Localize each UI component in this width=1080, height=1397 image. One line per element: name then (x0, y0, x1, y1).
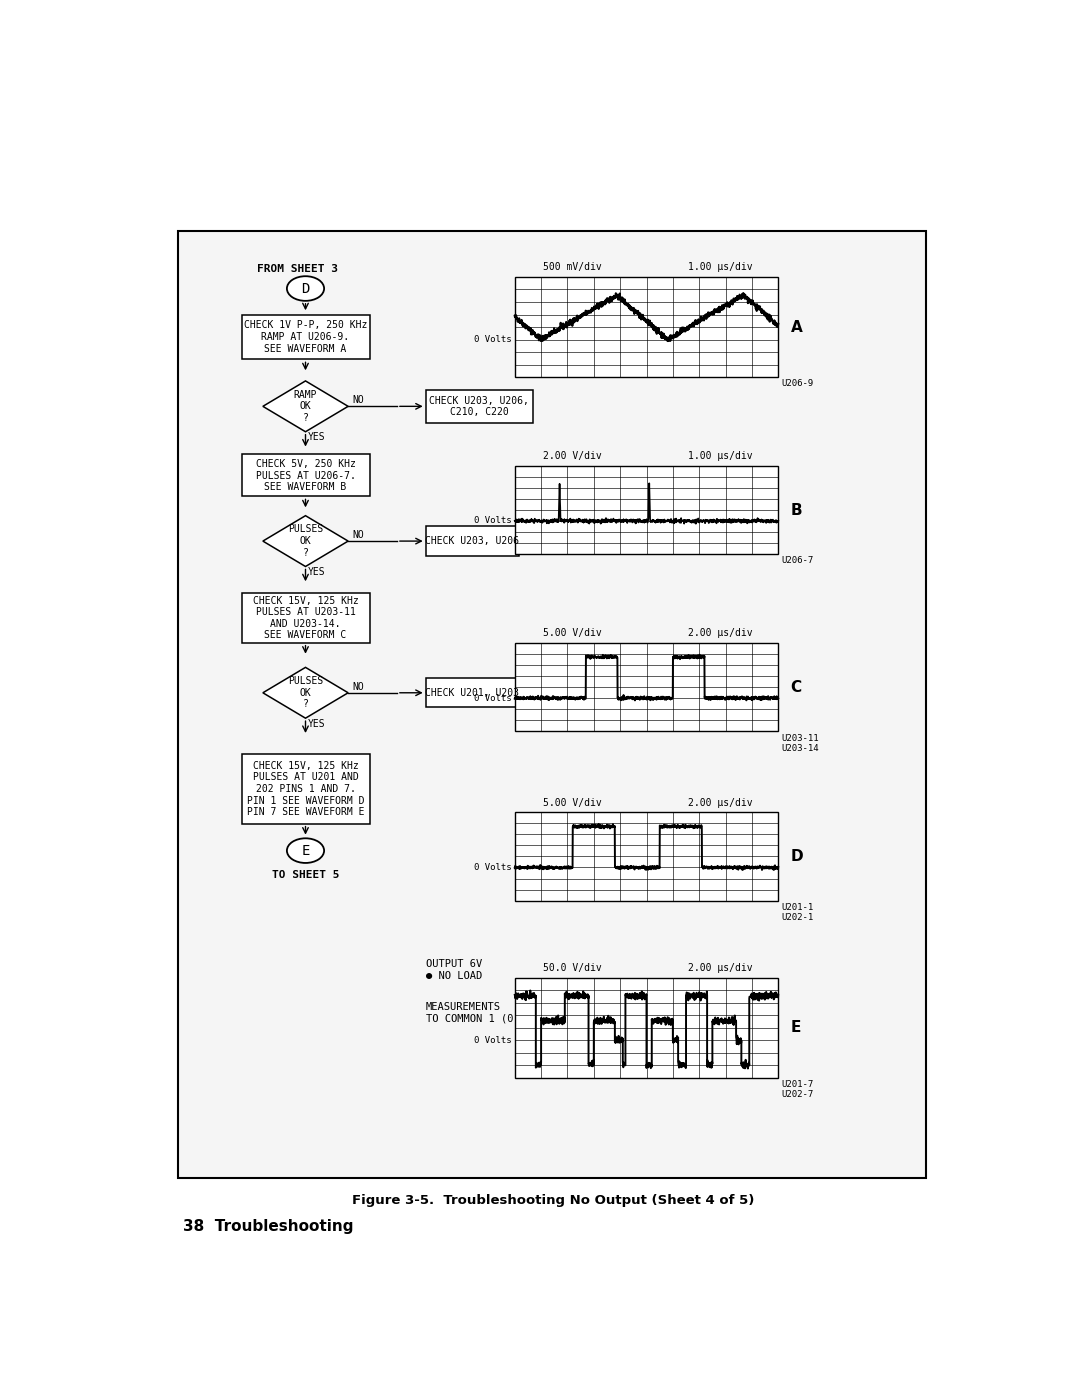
Text: 5.00 V/div: 5.00 V/div (543, 629, 602, 638)
FancyBboxPatch shape (242, 754, 369, 824)
Text: 2.00 μs/div: 2.00 μs/div (688, 629, 753, 638)
Text: 2.00 μs/div: 2.00 μs/div (688, 798, 753, 807)
FancyBboxPatch shape (242, 592, 369, 643)
Text: D: D (791, 849, 804, 865)
Text: U206-7: U206-7 (781, 556, 813, 566)
FancyBboxPatch shape (515, 277, 779, 377)
Text: U201-7
U202-7: U201-7 U202-7 (781, 1080, 813, 1099)
Text: RAMP
OK
?: RAMP OK ? (294, 390, 318, 423)
Text: NO: NO (352, 529, 364, 539)
Text: A: A (791, 320, 802, 334)
Text: E: E (791, 1020, 801, 1035)
Text: NO: NO (352, 395, 364, 405)
Polygon shape (262, 515, 348, 567)
Text: 50.0 V/div: 50.0 V/div (543, 963, 602, 974)
Text: YES: YES (308, 567, 325, 577)
FancyBboxPatch shape (426, 390, 532, 422)
Text: CHECK U201, U203: CHECK U201, U203 (426, 687, 519, 697)
Text: 0 Volts: 0 Volts (474, 517, 512, 525)
Text: FROM SHEET 3: FROM SHEET 3 (257, 264, 338, 274)
Text: YES: YES (308, 432, 325, 441)
Text: B: B (791, 503, 802, 518)
Text: 2.00 V/div: 2.00 V/div (543, 451, 602, 461)
Text: 0 Volts: 0 Volts (474, 1035, 512, 1045)
FancyBboxPatch shape (242, 454, 369, 496)
Text: D: D (301, 282, 310, 296)
Text: 0 Volts: 0 Volts (474, 693, 512, 703)
FancyBboxPatch shape (515, 465, 779, 555)
Text: CHECK 1V P-P, 250 KHz
RAMP AT U206-9.
SEE WAVEFORM A: CHECK 1V P-P, 250 KHz RAMP AT U206-9. SE… (244, 320, 367, 353)
FancyBboxPatch shape (242, 314, 369, 359)
FancyBboxPatch shape (426, 678, 518, 707)
Text: CHECK 15V, 125 KHz
PULSES AT U203-11
AND U203-14.
SEE WAVEFORM C: CHECK 15V, 125 KHz PULSES AT U203-11 AND… (253, 595, 359, 640)
Text: E: E (301, 844, 310, 858)
Text: U203-11
U203-14: U203-11 U203-14 (781, 733, 819, 753)
Text: 38  Troubleshooting: 38 Troubleshooting (183, 1220, 353, 1234)
FancyBboxPatch shape (515, 978, 779, 1077)
Text: CHECK U203, U206: CHECK U203, U206 (426, 536, 519, 546)
Text: 500 mV/div: 500 mV/div (543, 263, 602, 272)
Text: 0 Volts: 0 Volts (474, 863, 512, 872)
Text: 1.00 μs/div: 1.00 μs/div (688, 263, 753, 272)
Polygon shape (262, 668, 348, 718)
Text: U206-9: U206-9 (781, 380, 813, 388)
Ellipse shape (287, 277, 324, 300)
Text: Figure 3-5.  Troubleshooting No Output (Sheet 4 of 5): Figure 3-5. Troubleshooting No Output (S… (352, 1194, 755, 1207)
Text: NO: NO (352, 682, 364, 692)
Text: CHECK U203, U206,
C210, C220: CHECK U203, U206, C210, C220 (429, 395, 529, 418)
FancyBboxPatch shape (515, 812, 779, 901)
Text: C: C (791, 680, 801, 694)
Text: 0 Volts: 0 Volts (474, 335, 512, 344)
Text: PULSES
OK
?: PULSES OK ? (288, 676, 323, 710)
FancyBboxPatch shape (177, 231, 926, 1178)
Text: YES: YES (308, 718, 325, 729)
Text: OUTPUT 6V
● NO LOAD: OUTPUT 6V ● NO LOAD (426, 960, 482, 981)
FancyBboxPatch shape (426, 527, 518, 556)
Text: CHECK 5V, 250 KHz
PULSES AT U206-7.
SEE WAVEFORM B: CHECK 5V, 250 KHz PULSES AT U206-7. SEE … (256, 460, 355, 492)
Ellipse shape (287, 838, 324, 863)
Text: MEASUREMENTS
TO COMMON 1 (0: MEASUREMENTS TO COMMON 1 (0 (426, 1002, 513, 1023)
Text: TO SHEET 5: TO SHEET 5 (272, 870, 339, 880)
Text: 5.00 V/div: 5.00 V/div (543, 798, 602, 807)
Text: U201-1
U202-1: U201-1 U202-1 (781, 902, 813, 922)
Text: 1.00 μs/div: 1.00 μs/div (688, 451, 753, 461)
Text: PULSES
OK
?: PULSES OK ? (288, 524, 323, 557)
FancyBboxPatch shape (515, 643, 779, 731)
Polygon shape (262, 381, 348, 432)
Text: CHECK 15V, 125 KHz
PULSES AT U201 AND
202 PINS 1 AND 7.
PIN 1 SEE WAVEFORM D
PIN: CHECK 15V, 125 KHz PULSES AT U201 AND 20… (246, 761, 364, 817)
Text: 2.00 μs/div: 2.00 μs/div (688, 963, 753, 974)
